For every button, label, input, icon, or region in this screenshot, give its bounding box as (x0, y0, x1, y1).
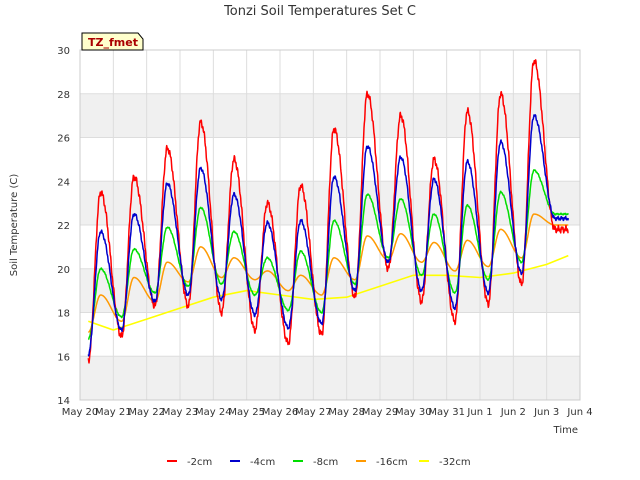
plot-band (80, 50, 580, 94)
legend-item: -16cm (356, 457, 408, 468)
x-tick-label: May 20 (62, 407, 99, 418)
x-tick-label: Jun 1 (466, 407, 492, 418)
x-tick-label: May 23 (162, 407, 199, 418)
chart-title: Tonzi Soil Temperatures Set C (223, 4, 416, 19)
series-line-minus4cm (87, 114, 570, 357)
legend-label: -8cm (313, 457, 338, 468)
x-tick-label: May 29 (362, 407, 399, 418)
y-tick-label: 20 (57, 265, 70, 276)
y-tick-label: 26 (57, 134, 70, 145)
y-tick-label: 28 (57, 90, 70, 101)
legend-label: -4cm (250, 457, 275, 468)
legend-item: -32cm (419, 457, 471, 468)
x-tick-label: May 25 (228, 407, 265, 418)
y-axis-label: Soil Temperature (C) (9, 174, 20, 277)
x-tick-label: May 21 (95, 407, 132, 418)
x-tick-label: May 26 (262, 407, 299, 418)
y-tick-label: 24 (57, 177, 70, 188)
plot-band (80, 356, 580, 400)
legend-label: -32cm (439, 457, 471, 468)
x-tick-label: Jun 4 (566, 407, 592, 418)
series-layer (87, 59, 570, 364)
y-tick-label: 14 (57, 396, 70, 407)
legend-label: -2cm (187, 457, 212, 468)
x-tick-label: May 30 (395, 407, 432, 418)
x-tick-label: Jun 2 (500, 407, 526, 418)
plot-frame (79, 49, 581, 401)
y-tick-label: 18 (57, 309, 70, 320)
legend-item: -2cm (167, 457, 212, 468)
x-tick-label: Jun 3 (533, 407, 559, 418)
x-tick-label: May 31 (428, 407, 465, 418)
series-line-minus16cm (87, 213, 569, 333)
tz-fmet-badge: TZ_fmet (81, 32, 144, 51)
y-tick-label: 22 (57, 221, 70, 232)
series-line-32cm (88, 254, 569, 331)
legend-item: -8cm (293, 457, 338, 468)
y-tick-label: 30 (57, 46, 70, 57)
plot-band (80, 312, 580, 357)
legend-item: -4cm (230, 457, 275, 468)
x-tick-label: May 28 (328, 407, 365, 418)
x-tick-label: May 22 (128, 407, 165, 418)
x-tick-label: May 27 (295, 407, 332, 418)
series-line-minus8cm (87, 169, 569, 341)
series-line-minus2cm (87, 59, 569, 364)
x-axis-label: Time (553, 425, 578, 436)
badge-label: TZ_fmet (88, 36, 138, 49)
y-tick-labels: 14 16 18 20 22 24 26 28 30 (57, 46, 70, 407)
y-tick-label: 16 (57, 352, 70, 363)
x-tick-label: May 24 (195, 407, 232, 418)
legend-label: -16cm (376, 457, 408, 468)
legend: -2cm -4cm -8cm -16cm -32cm (167, 457, 471, 468)
